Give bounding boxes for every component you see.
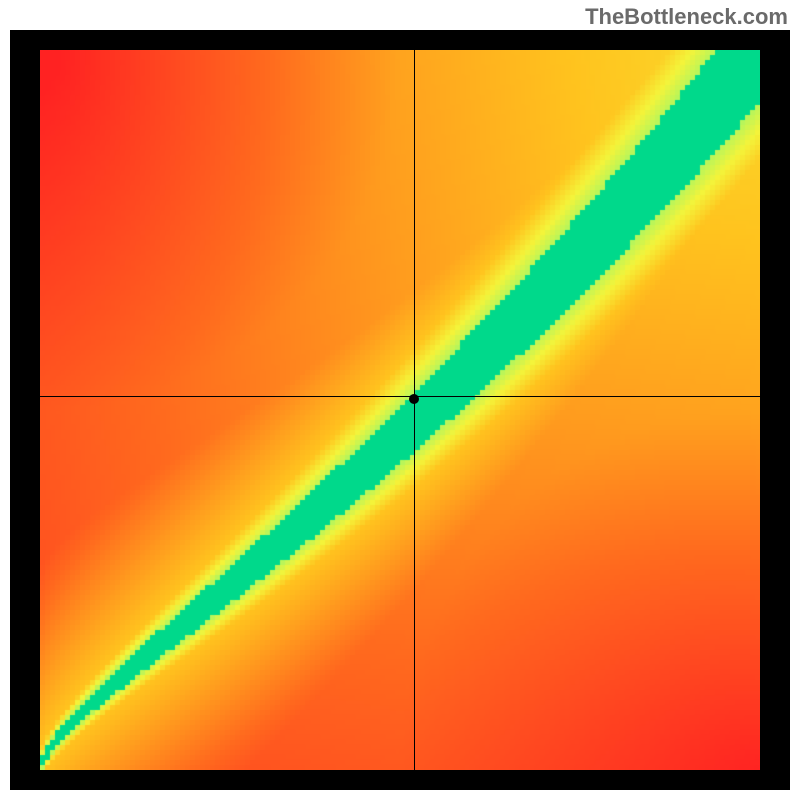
chart-outer-frame (10, 30, 790, 790)
crosshair-horizontal (40, 396, 760, 397)
heatmap-canvas (40, 50, 760, 770)
marker-point (409, 394, 419, 404)
crosshair-vertical (414, 50, 415, 770)
heatmap-plot-area (40, 50, 760, 770)
watermark-text: TheBottleneck.com (585, 4, 788, 30)
